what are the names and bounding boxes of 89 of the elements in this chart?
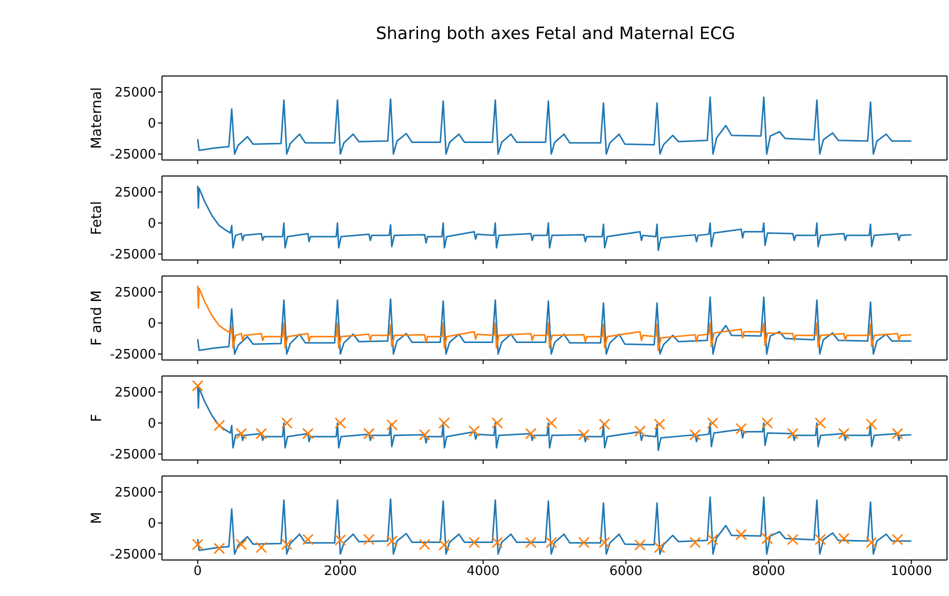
- point: [438, 539, 450, 551]
- point: [192, 380, 204, 392]
- y-tick-label: -25000: [110, 348, 156, 363]
- point: [213, 420, 225, 432]
- y-axis-title: F: [88, 414, 105, 422]
- point: [814, 417, 826, 429]
- line-series: [196, 285, 912, 352]
- y-tick-label: -25000: [110, 448, 156, 463]
- point: [814, 534, 826, 546]
- point: [578, 536, 590, 548]
- point: [492, 536, 504, 548]
- line-series: [196, 296, 912, 355]
- point: [866, 536, 878, 548]
- x-tick-label: 4000: [466, 564, 500, 580]
- point: [386, 535, 398, 547]
- point: [334, 417, 346, 429]
- y-tick-label: 25000: [114, 286, 156, 301]
- point: [634, 539, 646, 551]
- point: [761, 532, 773, 544]
- y-axis-title: Fetal: [88, 201, 105, 235]
- y-tick-label: 0: [148, 316, 156, 332]
- point: [787, 428, 799, 440]
- y-tick-label: 25000: [114, 186, 156, 201]
- point: [838, 428, 850, 440]
- point: [525, 536, 537, 548]
- point: [334, 534, 346, 546]
- x-tick-label: 0: [194, 564, 202, 580]
- point: [892, 534, 904, 546]
- y-tick-label: 25000: [114, 386, 156, 401]
- y-tick-label: 0: [148, 216, 156, 232]
- point: [468, 536, 480, 548]
- point: [654, 542, 666, 554]
- chart-title: Sharing both axes Fetal and Maternal ECG: [376, 24, 736, 44]
- point: [236, 428, 248, 440]
- y-tick-label: 0: [148, 116, 156, 132]
- point: [892, 428, 904, 440]
- y-tick-label: 25000: [114, 486, 156, 501]
- y-tick-label: -25000: [110, 148, 156, 163]
- y-tick-label: -25000: [110, 548, 156, 563]
- y-tick-label: 25000: [114, 86, 156, 101]
- point: [634, 425, 646, 437]
- point: [468, 425, 480, 437]
- point: [438, 417, 450, 429]
- point: [598, 536, 610, 548]
- point: [787, 534, 799, 546]
- x-tick-label: 10000: [890, 564, 932, 580]
- point: [236, 538, 248, 550]
- x-tick-label: 6000: [609, 564, 642, 580]
- point: [546, 536, 558, 548]
- point: [689, 536, 701, 548]
- point: [213, 542, 225, 554]
- point: [706, 534, 718, 546]
- point: [706, 417, 718, 429]
- point: [525, 428, 537, 440]
- x-tick-label: 2000: [324, 564, 357, 580]
- y-tick-label: 0: [148, 416, 156, 432]
- point: [363, 534, 375, 546]
- point: [302, 428, 314, 440]
- point: [689, 429, 701, 441]
- y-axis-title: M: [88, 512, 105, 524]
- point: [492, 417, 504, 429]
- point: [654, 418, 666, 430]
- line-series: [196, 385, 912, 452]
- point: [598, 418, 610, 430]
- point: [256, 542, 268, 554]
- point: [256, 428, 268, 440]
- point: [735, 422, 747, 434]
- point: [546, 417, 558, 429]
- point: [192, 538, 204, 550]
- point: [281, 417, 293, 429]
- point: [363, 428, 375, 440]
- y-tick-label: 0: [148, 516, 156, 532]
- y-tick-label: -25000: [110, 248, 156, 263]
- point: [386, 419, 398, 431]
- point: [735, 528, 747, 540]
- x-tick-label: 8000: [752, 564, 786, 580]
- y-axis-title: Maternal: [88, 87, 105, 149]
- point: [761, 417, 773, 429]
- point: [866, 418, 878, 430]
- line-series: [196, 185, 912, 252]
- y-axis-title: F and M: [88, 290, 105, 346]
- point: [302, 534, 314, 546]
- line-series: [196, 96, 912, 155]
- point: [578, 429, 590, 441]
- line-series: [196, 496, 912, 555]
- point: [838, 532, 850, 544]
- point: [418, 538, 430, 550]
- point: [281, 538, 293, 550]
- point: [418, 429, 430, 441]
